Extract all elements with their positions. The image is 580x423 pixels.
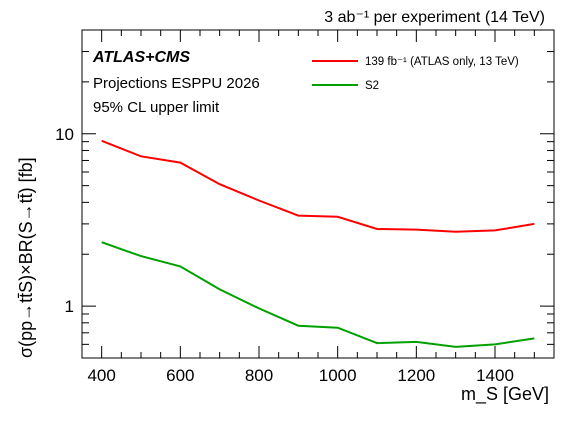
series-line-0 xyxy=(101,139,535,233)
y-tick-label: 10 xyxy=(55,125,74,144)
x-tick-label: 800 xyxy=(245,366,273,385)
annotation-collaboration: ATLAS+CMS xyxy=(92,49,190,66)
x-tick-label: 1000 xyxy=(319,366,357,385)
x-tick-label: 400 xyxy=(87,366,115,385)
series-lines xyxy=(101,139,535,348)
y-axis-title: σ(pp→tt̄S)×BR(S→tt̄) [fb] xyxy=(16,157,36,358)
x-axis-ticks: 400 600 800 1000 1200 1400 xyxy=(81,30,555,385)
y-axis-ticks: 1 10 xyxy=(55,29,554,359)
annotation-projection: Projections ESPPU 2026 xyxy=(93,75,260,92)
chart-title: 3 ab⁻¹ per experiment (14 TeV) xyxy=(324,9,545,26)
y-tick-label: 1 xyxy=(65,297,74,316)
x-tick-label: 600 xyxy=(166,366,194,385)
legend-label-1: S2 xyxy=(365,80,379,92)
x-tick-label: 1400 xyxy=(476,366,514,385)
annotation-limit: 95% CL upper limit xyxy=(93,99,220,116)
legend-label-0: 139 fb⁻¹ (ATLAS only, 13 TeV) xyxy=(365,56,519,68)
series-line-1 xyxy=(101,241,535,348)
legend: 139 fb⁻¹ (ATLAS only, 13 TeV) S2 xyxy=(312,56,519,92)
x-tick-label: 1200 xyxy=(397,366,435,385)
x-axis-title: m_S [GeV] xyxy=(461,384,549,405)
